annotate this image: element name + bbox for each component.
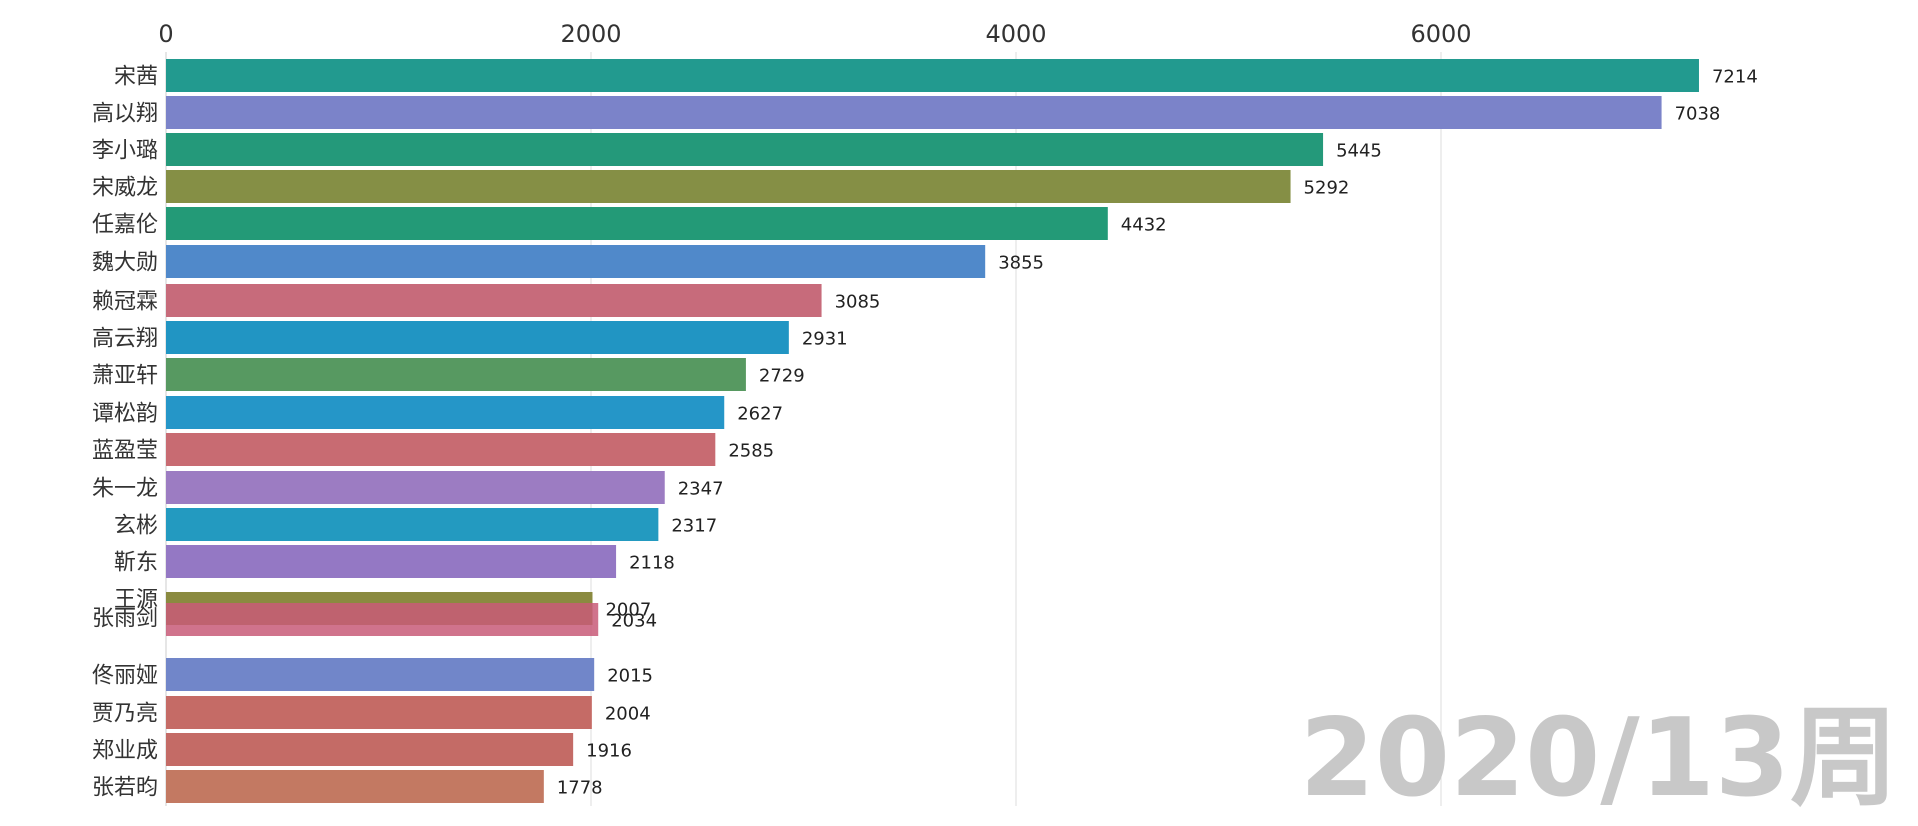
bar — [166, 471, 665, 504]
value-label: 5292 — [1304, 178, 1350, 199]
bar — [166, 733, 574, 766]
bar-row: 魏大勋 3855 — [92, 245, 1044, 278]
bar-row: 张雨剑 2034 — [92, 603, 657, 636]
bar — [166, 508, 659, 541]
value-label: 2118 — [629, 553, 675, 574]
bar — [166, 170, 1291, 203]
bar-row: 任嘉伦 4432 — [92, 207, 1167, 240]
category-label: 王源 — [114, 588, 158, 613]
bar — [166, 770, 544, 803]
category-label: 高云翔 — [92, 327, 158, 352]
category-label: 张雨剑 — [92, 607, 158, 632]
bar-row: 高云翔 2931 — [92, 321, 848, 354]
category-label: 任嘉伦 — [92, 213, 158, 238]
bar — [166, 358, 746, 391]
category-label: 高以翔 — [92, 102, 158, 127]
value-label: 7038 — [1675, 104, 1721, 125]
bar — [166, 321, 789, 354]
bar-row: 贾乃亮 2004 — [92, 696, 651, 729]
category-label: 靳东 — [114, 551, 158, 576]
category-label: 李小璐 — [92, 139, 158, 164]
category-label: 赖冠霖 — [92, 290, 158, 315]
bar — [166, 603, 599, 636]
period-label: 2020/13周 — [1300, 696, 1898, 821]
category-label: 宋茜 — [114, 65, 158, 90]
value-label: 7214 — [1712, 67, 1758, 88]
bar-row: 靳东 2118 — [114, 545, 675, 578]
category-label: 蓝盈莹 — [92, 439, 158, 464]
bars-layer: 宋茜 7214 高以翔 7038 李小璐 5445 宋威龙 5292 任嘉伦 4432 魏大勋 385… — [92, 59, 1758, 803]
x-tick-label: 4000 — [985, 20, 1046, 48]
x-tick-label: 6000 — [1410, 20, 1471, 48]
value-label: 2931 — [802, 329, 848, 350]
category-label: 贾乃亮 — [92, 702, 158, 727]
bar-row: 郑业成 1916 — [92, 733, 632, 766]
bar — [166, 696, 592, 729]
bar — [166, 433, 716, 466]
value-label: 3855 — [998, 253, 1044, 274]
bar-row: 蓝盈莹 2585 — [92, 433, 774, 466]
value-label: 4432 — [1121, 215, 1167, 236]
bar-row: 宋威龙 5292 — [92, 170, 1349, 203]
value-label: 2627 — [737, 404, 783, 425]
value-label: 5445 — [1336, 141, 1382, 162]
category-label: 郑业成 — [92, 739, 158, 764]
x-tick-label: 0 — [158, 20, 173, 48]
value-label: 2015 — [607, 666, 653, 687]
category-label: 魏大勋 — [92, 251, 158, 276]
category-label: 玄彬 — [114, 514, 158, 539]
value-label: 2034 — [611, 611, 657, 632]
bar — [166, 133, 1324, 166]
bar — [166, 284, 822, 317]
bar — [166, 545, 617, 578]
bar-row: 萧亚轩 2729 — [92, 358, 805, 391]
category-label: 宋威龙 — [92, 176, 158, 201]
value-label: 2729 — [759, 366, 805, 387]
value-label: 2004 — [605, 704, 651, 725]
bar — [166, 245, 986, 278]
bar-row: 佟丽娅 2015 — [92, 658, 653, 691]
bar-row: 张若昀 1778 — [92, 770, 603, 803]
x-axis-ticks: 0 2000 4000 6000 — [158, 20, 1471, 48]
bar — [166, 658, 595, 691]
bar-row: 谭松韵 2627 — [92, 396, 783, 429]
value-label: 1778 — [557, 778, 603, 799]
bar — [166, 96, 1662, 129]
value-label: 3085 — [835, 292, 881, 313]
value-label: 2007 — [605, 600, 651, 621]
bar-row: 宋茜 7214 — [114, 59, 1758, 92]
value-label: 2585 — [728, 441, 774, 462]
category-label: 朱一龙 — [92, 477, 158, 502]
bar — [166, 59, 1699, 92]
bar-row: 朱一龙 2347 — [92, 471, 724, 504]
value-label: 2347 — [678, 479, 724, 500]
category-label: 张若昀 — [92, 776, 158, 801]
value-label: 2317 — [671, 516, 717, 537]
bar-row: 赖冠霖 3085 — [92, 284, 880, 317]
category-label: 萧亚轩 — [92, 364, 158, 389]
value-label: 1916 — [586, 741, 632, 762]
bar-row: 高以翔 7038 — [92, 96, 1720, 129]
bar — [166, 207, 1108, 240]
category-label: 谭松韵 — [92, 402, 158, 427]
x-tick-label: 2000 — [560, 20, 621, 48]
bar-row: 玄彬 2317 — [114, 508, 717, 541]
category-label: 佟丽娅 — [92, 664, 158, 689]
bar-row: 李小璐 5445 — [92, 133, 1382, 166]
bar — [166, 396, 725, 429]
